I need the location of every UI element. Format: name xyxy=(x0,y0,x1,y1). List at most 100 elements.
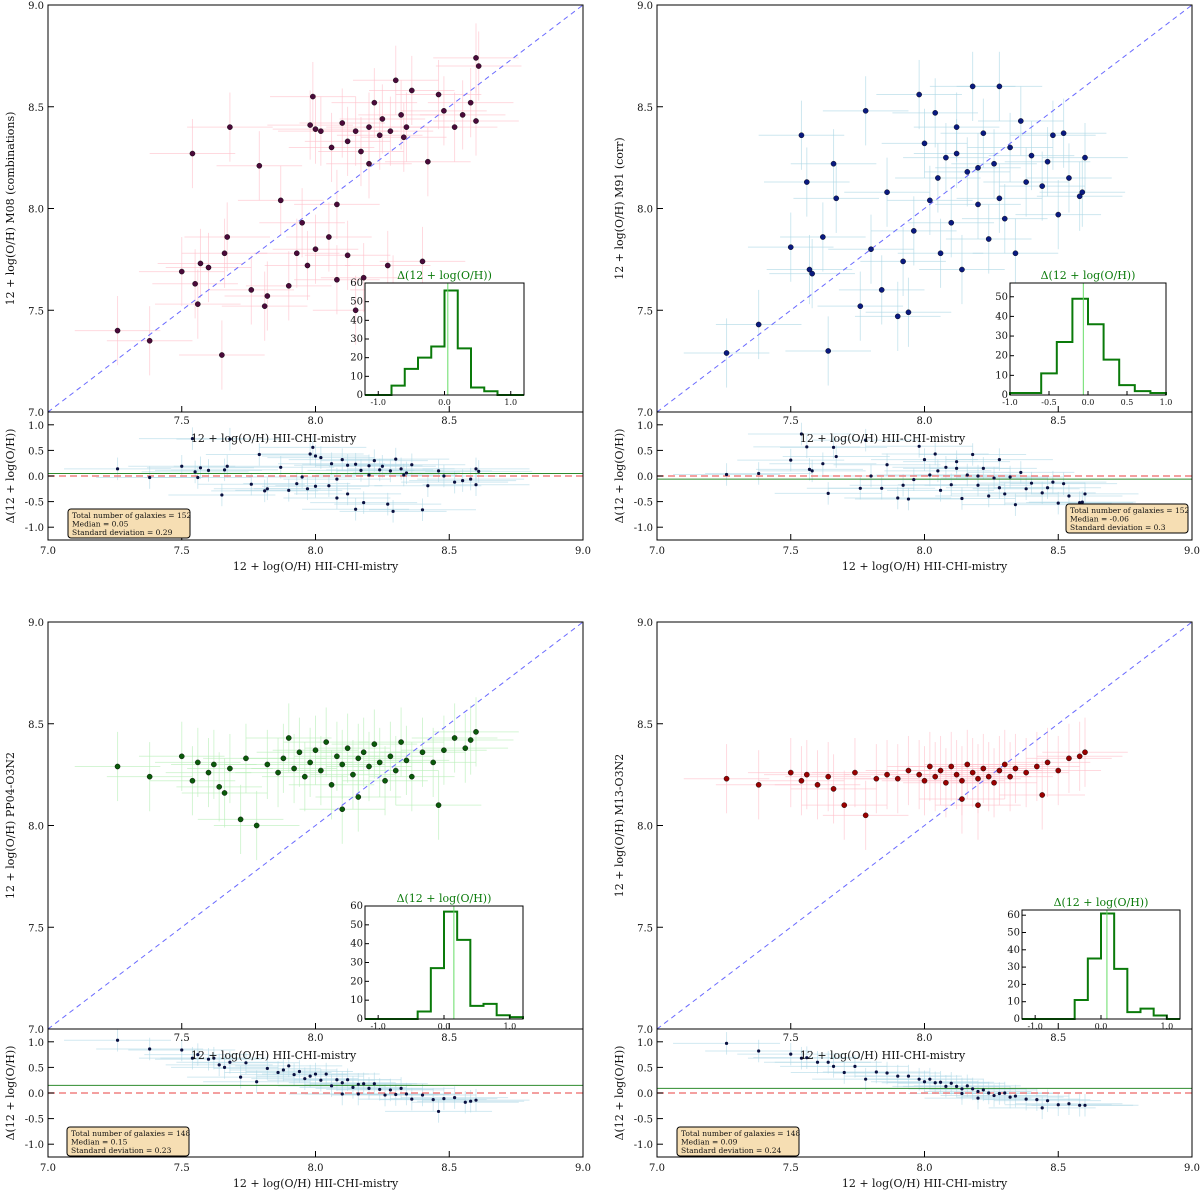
data-point xyxy=(221,250,228,257)
data-point xyxy=(379,116,386,122)
data-point xyxy=(943,154,949,161)
data-point xyxy=(803,179,810,185)
data-point xyxy=(943,779,949,786)
x-tick-label: 8.5 xyxy=(1050,546,1066,557)
data-point xyxy=(900,258,906,265)
data-point xyxy=(873,775,880,782)
residual-point xyxy=(928,473,932,477)
data-point xyxy=(969,769,976,776)
data-point xyxy=(384,262,391,269)
data-point xyxy=(798,132,805,139)
residual-point xyxy=(1067,1102,1071,1106)
residual-point xyxy=(869,474,873,478)
residual-point xyxy=(249,482,253,486)
residual-y-tick-label: 0.5 xyxy=(28,1063,44,1074)
residual-point xyxy=(436,1109,441,1114)
y-tick-label: 7.5 xyxy=(28,306,44,317)
inset-title: Δ(12 + log(O/H)) xyxy=(1041,269,1136,282)
y-tick-label: 7.0 xyxy=(28,408,44,419)
main-x-axis-label: 12 + log(O/H) HII-CHI-mistry xyxy=(191,1049,357,1062)
data-point xyxy=(366,160,372,167)
data-point xyxy=(334,201,340,208)
residual-point xyxy=(239,1075,243,1079)
residual-point xyxy=(474,1098,478,1102)
one-to-one-line xyxy=(47,4,584,413)
data-point xyxy=(1079,189,1086,196)
legend-line: Total number of galaxies = 152 xyxy=(1070,506,1190,515)
data-point xyxy=(1050,132,1056,139)
residual-point xyxy=(308,452,312,456)
residual-y-axis-label: Δ(12 + log(O/H)) xyxy=(613,429,626,524)
residual-point xyxy=(354,507,358,511)
residual-point xyxy=(324,1072,328,1076)
residual-point xyxy=(826,1060,830,1064)
main-x-tick-label: 7.5 xyxy=(783,1033,799,1044)
residual-point xyxy=(228,437,232,441)
data-point xyxy=(975,164,981,171)
histogram-steps xyxy=(1022,912,1180,1020)
residual-point xyxy=(960,496,964,501)
inset-y-tick-label: 10 xyxy=(995,370,1008,381)
data-point xyxy=(985,236,992,242)
data-point xyxy=(473,729,479,735)
data-point xyxy=(1060,130,1067,137)
main-x-tick-label: 7.5 xyxy=(174,1033,190,1044)
inset-x-tick-label: -1.0 xyxy=(1027,1022,1042,1031)
main-x-tick-label: 8.5 xyxy=(1050,1033,1066,1044)
x-tick-label: 8.0 xyxy=(917,546,933,557)
residual-point xyxy=(955,460,959,464)
inset-x-tick-label: 1.0 xyxy=(503,1022,516,1031)
residual-point xyxy=(896,1074,900,1078)
data-point xyxy=(937,767,944,774)
residual-y-tick-label: 1.0 xyxy=(28,1038,44,1049)
legend-line: Standard deviation = 0.23 xyxy=(71,1146,172,1155)
data-point xyxy=(948,763,955,770)
residual-point xyxy=(402,473,406,477)
inset-x-tick-label: 0.0 xyxy=(438,1022,451,1031)
data-point xyxy=(339,120,346,126)
data-point xyxy=(392,767,399,774)
data-point xyxy=(304,262,311,269)
residual-point xyxy=(180,464,184,468)
residual-y-tick-label: -1.0 xyxy=(25,1140,44,1151)
data-point xyxy=(894,775,901,782)
residual-point xyxy=(319,455,323,460)
data-point xyxy=(275,769,281,776)
data-point xyxy=(350,771,356,778)
residual-point xyxy=(469,477,473,481)
y-tick-label: 7.5 xyxy=(637,923,653,934)
residual-point xyxy=(308,1074,312,1078)
residual-point xyxy=(976,1096,980,1100)
residual-point xyxy=(960,1087,964,1091)
residual-point xyxy=(431,1098,435,1102)
data-point xyxy=(280,755,287,762)
residual-y-tick-label: 0.0 xyxy=(637,1089,653,1100)
data-point xyxy=(197,260,204,267)
data-point xyxy=(1044,759,1051,766)
residual-point xyxy=(936,469,940,473)
data-point xyxy=(435,802,442,808)
residual-point xyxy=(319,1078,323,1082)
data-point xyxy=(723,775,730,782)
data-point xyxy=(293,250,300,257)
residual-point xyxy=(885,1071,889,1075)
data-point xyxy=(256,162,263,169)
data-point xyxy=(878,287,885,293)
data-point xyxy=(371,741,378,747)
y-tick-label: 8.0 xyxy=(637,822,653,833)
residual-y-tick-label: -0.5 xyxy=(634,498,653,509)
residual-y-tick-label: -0.5 xyxy=(25,1115,44,1126)
y-tick-label: 8.5 xyxy=(28,720,44,731)
residual-point xyxy=(1078,501,1082,505)
inset-x-tick-label: 1.0 xyxy=(504,398,517,407)
residual-point xyxy=(858,486,862,490)
data-point xyxy=(441,747,447,754)
residual-point xyxy=(965,473,969,477)
data-point xyxy=(935,175,941,181)
main-x-tick-label: 8.0 xyxy=(308,1033,324,1044)
inset-y-tick-label: 40 xyxy=(350,315,363,326)
residual-point xyxy=(359,468,363,472)
data-point xyxy=(1012,765,1019,772)
residual-point xyxy=(997,1091,1001,1096)
